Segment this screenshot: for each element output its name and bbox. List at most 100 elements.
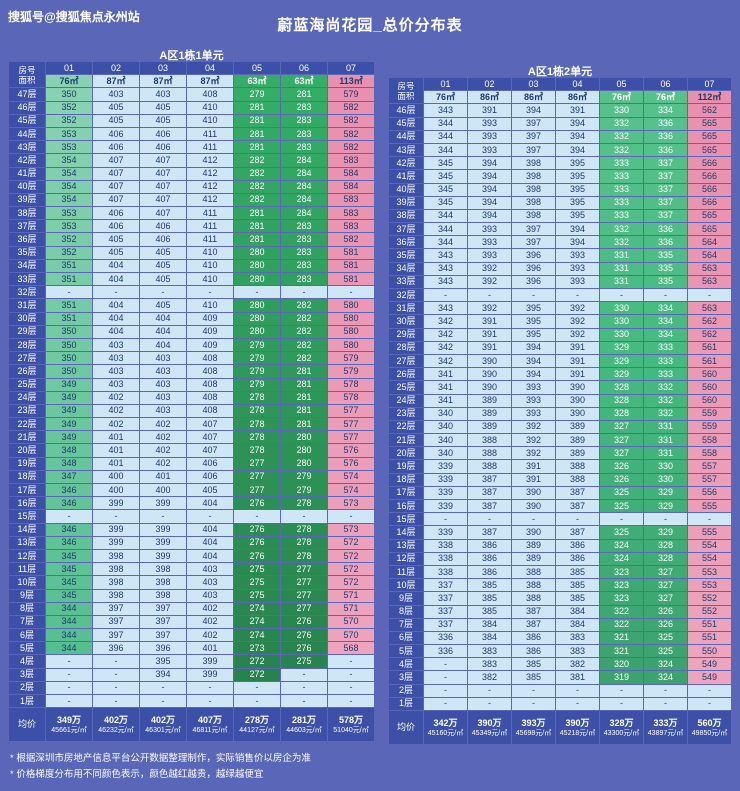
price-cell: 562 xyxy=(688,328,731,341)
price-cell: 333 xyxy=(644,368,687,381)
price-cell: 392 xyxy=(468,302,511,315)
floor-label: 40层 xyxy=(389,183,423,196)
price-cell: 403 xyxy=(140,365,186,378)
price-cell: 401 xyxy=(187,642,233,655)
price-cell: 277 xyxy=(234,470,280,483)
floor-label: 44层 xyxy=(9,127,45,141)
price-cell: 336 xyxy=(644,223,687,236)
floor-row: 42层 354 407 407 412 282 284 583 xyxy=(9,154,374,167)
price-cell: 396 xyxy=(140,642,186,655)
price-cell: 401 xyxy=(93,457,139,470)
price-cell: 549 xyxy=(688,671,731,684)
price-cell: 398 xyxy=(512,183,555,196)
price-cell: - xyxy=(512,289,555,302)
price-cell: 344 xyxy=(46,602,92,615)
price-cell: 391 xyxy=(556,354,599,368)
price-cell: - xyxy=(46,668,92,681)
price-cell: 349 xyxy=(46,378,92,391)
floor-label: 21层 xyxy=(9,431,45,444)
price-cell: 336 xyxy=(644,143,687,157)
price-cell: 332 xyxy=(644,394,687,407)
price-cell: 343 xyxy=(424,262,467,275)
price-cell: 401 xyxy=(140,470,186,483)
floor-label: 40层 xyxy=(9,180,45,193)
price-cell: 340 xyxy=(424,407,467,420)
avg-unit-price: 45349元/㎡ xyxy=(471,729,508,737)
price-cell: 572 xyxy=(328,563,374,576)
price-cell: 281 xyxy=(234,233,280,246)
price-cell: - xyxy=(328,668,374,681)
price-cell: 322 xyxy=(600,605,643,618)
price-cell: - xyxy=(46,510,92,523)
floor-row: 38层 353 406 407 411 281 284 583 xyxy=(9,207,374,220)
price-cell: 553 xyxy=(688,579,731,592)
price-cell: 281 xyxy=(234,127,280,141)
price-cell: 278 xyxy=(234,418,280,431)
avg-total-price: 393万 xyxy=(521,717,546,728)
floor-label: 39层 xyxy=(9,193,45,207)
price-cell: 387 xyxy=(512,618,555,631)
price-cell: 282 xyxy=(281,352,327,365)
price-cell: 277 xyxy=(234,457,280,470)
price-cell: 326 xyxy=(644,605,687,618)
price-cell: 394 xyxy=(556,143,599,157)
price-cell: 272 xyxy=(234,655,280,668)
area-cell: 86㎡ xyxy=(556,91,599,104)
price-cell: 411 xyxy=(187,233,233,246)
area-cell: 76㎡ xyxy=(46,75,92,88)
price-cell: 406 xyxy=(140,127,186,141)
price-cell: 342 xyxy=(424,354,467,368)
price-cell: 394 xyxy=(468,157,511,170)
floor-row: 9层 345 398 398 403 275 277 571 xyxy=(9,589,374,602)
price-cell: 565 xyxy=(688,117,731,130)
price-cell: 405 xyxy=(140,259,186,272)
price-cell: - xyxy=(556,513,599,526)
price-cell: 340 xyxy=(424,447,467,460)
price-cell: 329 xyxy=(600,354,643,368)
price-cell: 387 xyxy=(468,526,511,539)
price-cell: 403 xyxy=(187,589,233,602)
price-cell: 340 xyxy=(424,420,467,434)
floor-label: 38层 xyxy=(389,209,423,223)
price-cell: 392 xyxy=(468,275,511,288)
price-cell: 281 xyxy=(234,207,280,220)
price-cell: 339 xyxy=(424,460,467,473)
price-cell: 573 xyxy=(328,523,374,536)
price-cell: 388 xyxy=(512,592,555,605)
price-cell: 394 xyxy=(468,183,511,196)
floor-label: 8层 xyxy=(9,602,45,615)
price-cell: 331 xyxy=(600,262,643,275)
price-cell: 559 xyxy=(688,407,731,420)
floor-row: 13层 346 399 399 404 276 278 572 xyxy=(9,536,374,549)
price-cell: 577 xyxy=(328,431,374,444)
price-cell: 393 xyxy=(468,143,511,157)
floor-row: 39层 345 394 398 395 333 337 566 xyxy=(389,196,731,209)
price-cell: 331 xyxy=(600,275,643,288)
header-unit-row: 房号 面积 01 02 03 04 05 06 07 xyxy=(389,78,731,104)
avg-unit-price: 44127元/㎡ xyxy=(239,726,275,734)
area-cell: 76㎡ xyxy=(644,91,687,104)
price-cell: 402 xyxy=(187,629,233,642)
floor-row: 37层 344 393 397 394 332 336 565 xyxy=(389,223,731,236)
price-cell: 581 xyxy=(328,246,374,259)
area-cell: 112㎡ xyxy=(688,91,731,104)
price-cell: 583 xyxy=(328,193,374,207)
price-cell: - xyxy=(46,681,92,694)
floor-label: 31层 xyxy=(9,299,45,312)
price-cell: 381 xyxy=(556,671,599,684)
price-cell: 391 xyxy=(468,315,511,328)
unit-number-cell: 01 xyxy=(46,62,92,75)
avg-total-price: 349万 xyxy=(56,714,82,725)
price-cell: 582 xyxy=(328,141,374,154)
price-cell: 329 xyxy=(644,486,687,499)
floor-label: 1层 xyxy=(9,695,45,708)
price-cell: 282 xyxy=(234,167,280,180)
price-cell: - xyxy=(46,655,92,668)
price-cell: 402 xyxy=(140,444,186,457)
price-cell: 560 xyxy=(688,381,731,394)
price-cell: 347 xyxy=(46,470,92,483)
price-cell: 343 xyxy=(424,104,467,117)
price-cell: 555 xyxy=(688,500,731,513)
price-cell: 398 xyxy=(140,563,186,576)
floor-label: 5层 xyxy=(389,645,423,658)
